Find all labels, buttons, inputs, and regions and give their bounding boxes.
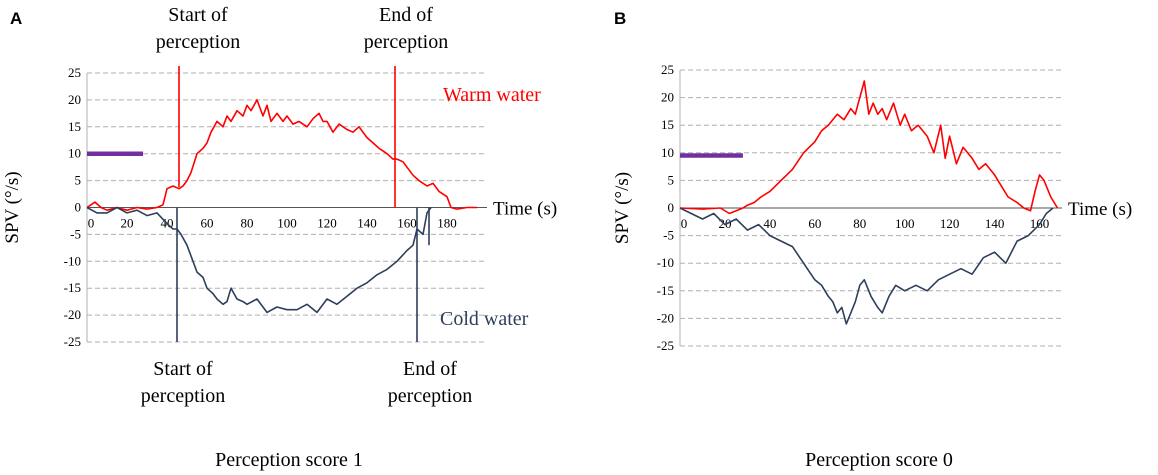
y-tick-label: 15 (661, 117, 674, 132)
x-tick-label: 60 (808, 216, 821, 231)
y-tick-label: -20 (657, 310, 674, 325)
y-tick-label: -5 (70, 226, 81, 241)
y-tick-label: 0 (75, 200, 82, 215)
warm-end-label-line: perception (364, 31, 448, 53)
warm-start-label-line: perception (156, 31, 240, 53)
y-tick-label: 25 (661, 62, 674, 77)
warm-water-series (679, 80, 1059, 215)
cold-end-label-line: perception (388, 385, 472, 407)
y-tick-label: -10 (64, 253, 81, 268)
panel-b: B 25 20 15 10 5 0 -5 -10 -15 -20 -25 0 20 40 60 80 100 120… (612, 9, 1132, 471)
y-tick-label: 15 (68, 119, 81, 134)
cold-water-label: Cold water (440, 308, 529, 330)
y-tick-label: 20 (68, 92, 81, 107)
cold-start-label-line: Start of (153, 358, 213, 380)
y-tick-label: 5 (75, 173, 82, 188)
y-tick-label: -20 (64, 307, 81, 322)
x-tick-label: 120 (940, 216, 960, 231)
warm-start-label-line: Start of (168, 4, 228, 26)
x-tick-label: 0 (681, 216, 688, 231)
x-tick-label: 20 (121, 216, 134, 231)
y-tick-label: 5 (668, 172, 675, 187)
x-tick-label: 180 (437, 216, 457, 231)
y-tick-label: -15 (657, 283, 674, 298)
y-tick-label: -5 (663, 228, 674, 243)
panel-label: B (614, 9, 626, 28)
x-tick-label: 140 (985, 216, 1005, 231)
x-tick-label: 120 (317, 216, 337, 231)
y-axis-title: SPV (°/s) (2, 171, 23, 243)
x-tick-label: 80 (853, 216, 866, 231)
y-tick-label: 0 (668, 200, 675, 215)
figure-caption: Perception score 0 (805, 449, 953, 471)
x-tick-label: 100 (895, 216, 915, 231)
x-axis-title: Time (s) (493, 199, 557, 220)
x-tick-label: 20 (718, 216, 731, 231)
x-tick-label: 0 (88, 216, 95, 231)
x-tick-label: 160 (397, 216, 417, 231)
x-tick-label: 140 (357, 216, 377, 231)
x-tick-label: 60 (201, 216, 214, 231)
figure-caption: Perception score 1 (215, 449, 363, 471)
y-tick-label: -10 (657, 255, 674, 270)
y-tick-label: -15 (64, 280, 81, 295)
cold-end-label-line: End of (403, 358, 457, 380)
x-tick-label: 40 (763, 216, 776, 231)
y-tick-label: 10 (661, 145, 674, 160)
y-axis-title: SPV (°/s) (612, 172, 633, 244)
x-tick-label: 100 (277, 216, 297, 231)
x-axis-title: Time (s) (1068, 199, 1132, 220)
y-tick-label: 10 (68, 146, 81, 161)
cold-water-series (86, 206, 432, 314)
panel-label: A (10, 9, 22, 28)
warm-water-label: Warm water (443, 84, 541, 106)
y-tick-label: 25 (68, 65, 81, 80)
warm-water-series (86, 99, 477, 211)
y-tick-label: -25 (64, 334, 81, 349)
y-tick-label: -25 (657, 338, 674, 353)
warm-end-label-line: End of (379, 4, 433, 26)
y-tick-label: 20 (661, 90, 674, 105)
cold-water-series (679, 207, 1054, 325)
cold-start-label-line: perception (141, 385, 225, 407)
x-tick-label: 80 (241, 216, 254, 231)
